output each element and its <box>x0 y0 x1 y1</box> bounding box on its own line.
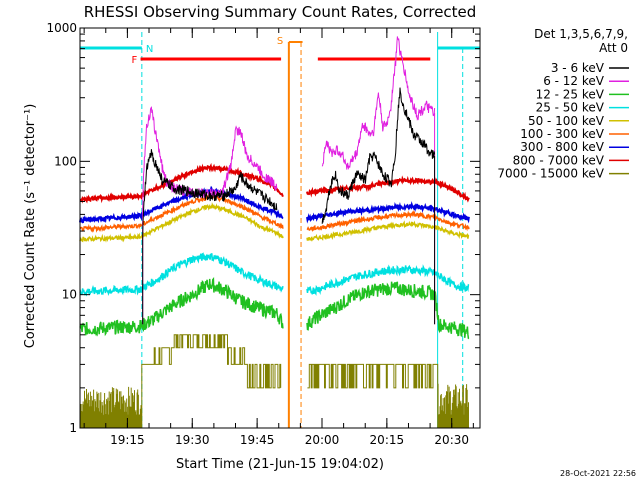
x-tick-label: 19:15 <box>110 433 145 447</box>
legend-label: 300 - 800 keV <box>520 140 604 154</box>
chart-title: RHESSI Observing Summary Count Rates, Co… <box>84 3 477 21</box>
series-line-50-100-kev <box>306 220 470 242</box>
series-line-300-800-kev <box>306 201 470 224</box>
x-tick-label: 20:30 <box>434 433 469 447</box>
series-line-6-12-kev <box>321 36 436 171</box>
legend-label: 6 - 12 keV <box>543 74 605 88</box>
y-tick-label: 100 <box>54 154 77 168</box>
legend-label: 100 - 300 keV <box>520 127 604 141</box>
plot-frame <box>79 27 481 429</box>
series-line-800-7000-kev <box>306 175 470 203</box>
series-line-25-50-kev <box>79 252 284 297</box>
y-axis-label: Corrected Count Rate (s⁻¹ detector⁻¹) <box>23 104 38 349</box>
night-band-label: N <box>146 44 153 55</box>
legend-label: 25 - 50 keV <box>536 101 605 115</box>
series-line-12-25-kev <box>79 277 284 337</box>
legend-label: 7000 - 15000 keV <box>497 167 604 181</box>
series-line-12-25-kev <box>306 281 470 340</box>
legend-label: 50 - 100 keV <box>528 114 605 128</box>
legend-label: 800 - 7000 keV <box>513 153 605 167</box>
series-line-800-7000-kev <box>79 162 284 204</box>
x-axis-label: Start Time (21-Jun-15 19:04:02) <box>176 457 384 472</box>
series-line-7000-15000-kev-night <box>79 383 469 428</box>
saa-band-label: S <box>277 36 283 47</box>
series-line-3-6-kev <box>321 87 436 224</box>
legend-header-line1: Det 1,3,5,6,7,9, <box>534 27 628 41</box>
x-tick-label: 19:30 <box>175 433 210 447</box>
x-tick-label: 20:15 <box>370 433 405 447</box>
series-line-100-300-kev <box>306 209 470 232</box>
series-line-300-800-kev <box>79 185 284 224</box>
y-tick-label: 1 <box>69 421 77 435</box>
footer-timestamp: 28-Oct-2021 22:56 <box>560 469 636 478</box>
series-line-25-50-kev <box>306 264 470 296</box>
y-tick-label: 10 <box>62 288 77 302</box>
y-tick-label: 1000 <box>46 21 77 35</box>
legend-label: 12 - 25 keV <box>536 87 605 101</box>
x-tick-label: 20:00 <box>305 433 340 447</box>
series-line-50-100-kev <box>79 201 284 243</box>
legend-header-line2: Att 0 <box>599 41 628 55</box>
series-line-100-300-kev <box>79 193 284 233</box>
series-line-3-6-kev <box>142 149 278 236</box>
legend-label: 3 - 6 keV <box>551 61 605 75</box>
x-tick-label: 19:45 <box>240 433 275 447</box>
flare-band-label: F <box>132 55 138 66</box>
